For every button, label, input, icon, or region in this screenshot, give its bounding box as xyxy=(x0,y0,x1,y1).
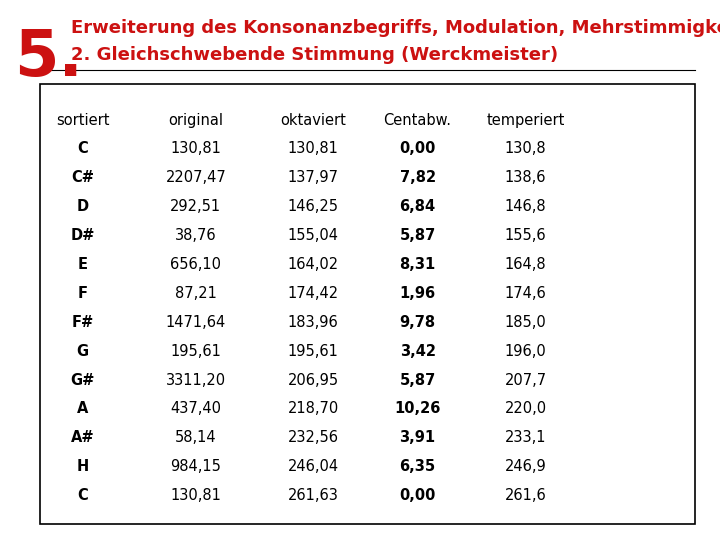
Text: 146,8: 146,8 xyxy=(505,199,546,214)
Text: temperiert: temperiert xyxy=(487,113,564,129)
Text: C: C xyxy=(78,141,88,157)
Text: 246,9: 246,9 xyxy=(505,459,546,474)
Text: sortiert: sortiert xyxy=(56,113,109,129)
Text: 155,04: 155,04 xyxy=(288,228,338,243)
Text: H: H xyxy=(76,459,89,474)
Text: D: D xyxy=(77,199,89,214)
Text: 164,02: 164,02 xyxy=(287,257,339,272)
Text: 656,10: 656,10 xyxy=(171,257,221,272)
Text: 195,61: 195,61 xyxy=(288,344,338,359)
Text: A: A xyxy=(77,402,89,416)
Text: 130,81: 130,81 xyxy=(288,141,338,157)
Text: Erweiterung des Konsonanzbegriffs, Modulation, Mehrstimmigkeit:: Erweiterung des Konsonanzbegriffs, Modul… xyxy=(71,19,720,37)
Text: 0,00: 0,00 xyxy=(400,141,436,157)
Text: 164,8: 164,8 xyxy=(505,257,546,272)
Text: 220,0: 220,0 xyxy=(505,402,546,416)
Text: oktaviert: oktaviert xyxy=(280,113,346,129)
Text: 3,91: 3,91 xyxy=(400,430,436,445)
Text: 10,26: 10,26 xyxy=(395,402,441,416)
Text: 1471,64: 1471,64 xyxy=(166,315,226,330)
Text: G: G xyxy=(77,344,89,359)
Text: 1,96: 1,96 xyxy=(400,286,436,301)
Text: 174,42: 174,42 xyxy=(287,286,339,301)
Text: 233,1: 233,1 xyxy=(505,430,546,445)
Text: 5.: 5. xyxy=(14,27,83,89)
Text: 0,00: 0,00 xyxy=(400,488,436,503)
Text: 196,0: 196,0 xyxy=(505,344,546,359)
Text: original: original xyxy=(168,113,223,129)
Text: 185,0: 185,0 xyxy=(505,315,546,330)
Text: 138,6: 138,6 xyxy=(505,171,546,185)
Text: 5,87: 5,87 xyxy=(400,228,436,243)
Text: C#: C# xyxy=(71,171,94,185)
Text: 7,82: 7,82 xyxy=(400,171,436,185)
Text: C: C xyxy=(78,488,88,503)
Text: 2207,47: 2207,47 xyxy=(166,171,226,185)
Text: E: E xyxy=(78,257,88,272)
Text: 207,7: 207,7 xyxy=(505,373,546,388)
Text: 232,56: 232,56 xyxy=(288,430,338,445)
Text: 146,25: 146,25 xyxy=(288,199,338,214)
Text: 218,70: 218,70 xyxy=(287,402,339,416)
Text: 137,97: 137,97 xyxy=(288,171,338,185)
Text: 174,6: 174,6 xyxy=(505,286,546,301)
FancyBboxPatch shape xyxy=(40,84,695,524)
Text: D#: D# xyxy=(71,228,95,243)
Text: 8,31: 8,31 xyxy=(400,257,436,272)
Text: 130,81: 130,81 xyxy=(171,141,221,157)
Text: 130,81: 130,81 xyxy=(171,488,221,503)
Text: 2. Gleichschwebende Stimmung (Werckmeister): 2. Gleichschwebende Stimmung (Werckmeist… xyxy=(71,46,558,64)
Text: 246,04: 246,04 xyxy=(287,459,339,474)
Text: 6,35: 6,35 xyxy=(400,459,436,474)
Text: 292,51: 292,51 xyxy=(170,199,222,214)
Text: 206,95: 206,95 xyxy=(287,373,339,388)
Text: 984,15: 984,15 xyxy=(171,459,221,474)
Text: 38,76: 38,76 xyxy=(175,228,217,243)
Text: 9,78: 9,78 xyxy=(400,315,436,330)
Text: 437,40: 437,40 xyxy=(171,402,221,416)
Text: F: F xyxy=(78,286,88,301)
Text: 5,87: 5,87 xyxy=(400,373,436,388)
Text: 3,42: 3,42 xyxy=(400,344,436,359)
Text: 87,21: 87,21 xyxy=(175,286,217,301)
Text: G#: G# xyxy=(71,373,95,388)
Text: 58,14: 58,14 xyxy=(175,430,217,445)
Text: 155,6: 155,6 xyxy=(505,228,546,243)
Text: 6,84: 6,84 xyxy=(400,199,436,214)
Text: F#: F# xyxy=(72,315,94,330)
Text: 130,8: 130,8 xyxy=(505,141,546,157)
Text: A#: A# xyxy=(71,430,94,445)
Text: 3311,20: 3311,20 xyxy=(166,373,226,388)
Text: 261,63: 261,63 xyxy=(288,488,338,503)
Text: Centabw.: Centabw. xyxy=(384,113,451,129)
Text: 195,61: 195,61 xyxy=(171,344,221,359)
Text: 261,6: 261,6 xyxy=(505,488,546,503)
Text: 183,96: 183,96 xyxy=(288,315,338,330)
